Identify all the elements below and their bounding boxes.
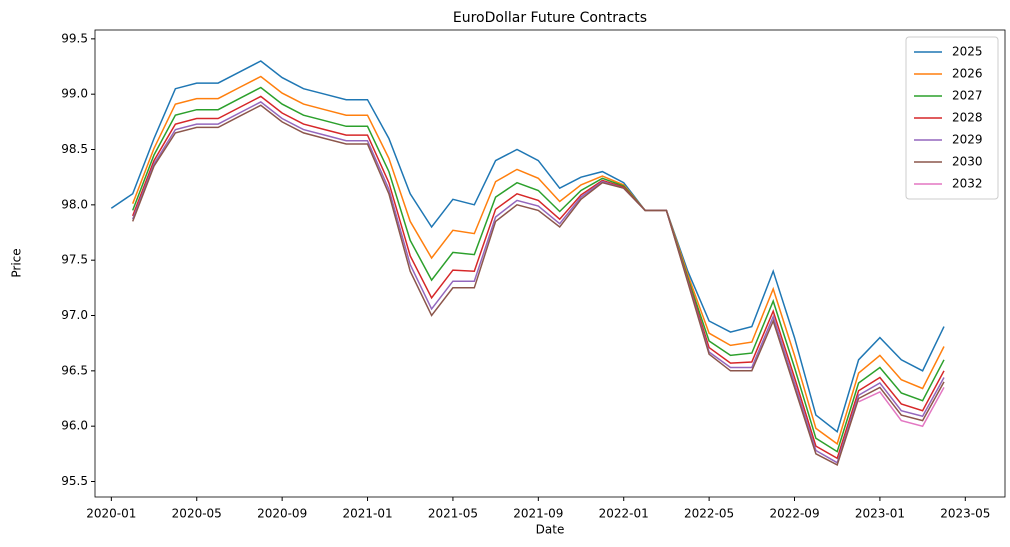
y-tick-label: 96.0 [61,419,88,433]
x-tick-label: 2020-01 [86,507,136,521]
x-tick-label: 2021-09 [513,507,563,521]
x-tick-label: 2022-09 [769,507,819,521]
y-tick-label: 95.5 [61,474,88,488]
y-tick-label: 97.0 [61,308,88,322]
legend-label: 2025 [952,45,983,59]
x-tick-label: 2021-05 [428,507,478,521]
x-tick-label: 2020-05 [172,507,222,521]
legend-label: 2030 [952,155,983,169]
series-line [131,86,945,453]
legend-label: 2027 [952,89,983,103]
y-tick-label: 97.5 [61,253,88,267]
y-tick-label: 98.5 [61,142,88,156]
series-line [132,104,945,466]
x-tick-label: 2020-09 [257,507,307,521]
series-line [132,101,945,464]
legend-label: 2026 [952,67,983,81]
legend-label: 2028 [952,111,983,125]
y-axis-label: Price [10,248,24,277]
series-line [858,387,945,428]
x-tick-label: 2021-01 [342,507,392,521]
x-tick-label: 2022-01 [599,507,649,521]
x-tick-label: 2022-05 [684,507,734,521]
series-line [110,60,945,433]
chart-title: EuroDollar Future Contracts [453,10,647,26]
plot-frame [94,29,1006,498]
legend-label: 2029 [952,133,983,147]
legend-label: 2032 [952,177,983,191]
x-tick-label: 2023-05 [940,507,990,521]
y-tick-label: 98.0 [61,197,88,211]
y-tick-label: 96.5 [61,363,88,377]
y-tick-label: 99.0 [61,87,88,101]
x-axis-label: Date [536,523,565,537]
legend-box [905,36,999,200]
series-line [132,75,945,446]
y-tick-label: 99.5 [61,31,88,45]
x-tick-label: 2023-01 [855,507,905,521]
series-line [132,95,945,460]
